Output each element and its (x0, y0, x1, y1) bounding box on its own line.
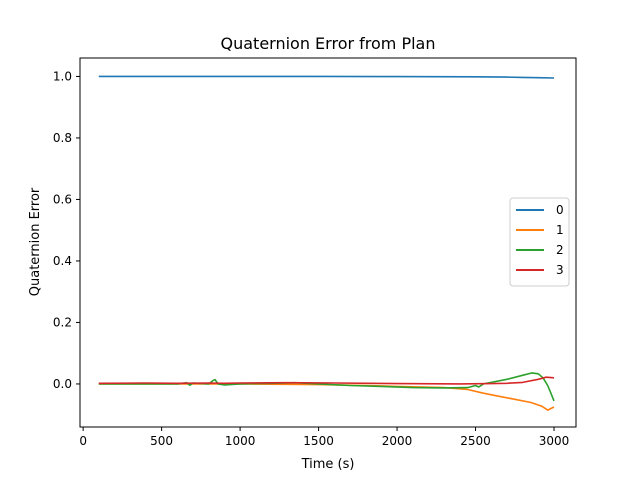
legend-label: 0 (556, 203, 564, 217)
x-axis-label: Time (s) (301, 457, 355, 472)
legend-label: 2 (556, 243, 564, 257)
x-tick-label: 500 (150, 434, 173, 448)
y-tick-label: 0.6 (53, 192, 72, 206)
series-lines (98, 75, 555, 411)
x-tick-label: 2500 (460, 434, 491, 448)
series-line-3 (98, 376, 555, 385)
x-tick-label: 1000 (225, 434, 256, 448)
x-tick-label: 2000 (382, 434, 413, 448)
y-tick-label: 0.2 (53, 315, 72, 329)
legend-box (509, 197, 570, 287)
legend: 0 1 2 3 (509, 197, 570, 287)
legend-label: 1 (556, 223, 564, 237)
y-tick-label: 0.8 (53, 131, 72, 145)
x-tick-label: 0 (79, 434, 87, 448)
x-tick-label: 1500 (303, 434, 334, 448)
y-tick-label: 1.0 (53, 69, 72, 83)
legend-label: 3 (556, 263, 564, 277)
y-axis-label: Quaternion Error (28, 187, 43, 296)
series-line-2 (98, 372, 555, 402)
series-line-0 (98, 75, 555, 79)
y-tick-label: 0.4 (53, 254, 72, 268)
axis-ticks: 0 500 1000 1500 2000 2500 3000 0.0 0.2 0.4 0.6 0.8 1… (53, 69, 569, 448)
chart-title: Quaternion Error from Plan (221, 34, 436, 53)
x-tick-label: 3000 (539, 434, 570, 448)
plot-frame (79, 57, 577, 428)
y-tick-label: 0.0 (53, 377, 72, 391)
